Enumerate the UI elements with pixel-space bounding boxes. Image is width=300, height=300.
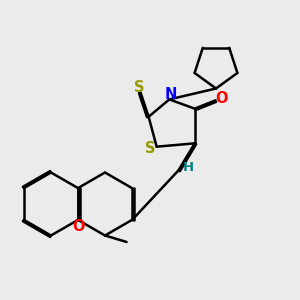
- Text: O: O: [215, 91, 228, 106]
- Text: S: S: [134, 80, 144, 95]
- Text: N: N: [165, 86, 177, 101]
- Text: S: S: [145, 141, 155, 156]
- Text: O: O: [72, 219, 85, 234]
- Text: H: H: [182, 161, 194, 174]
